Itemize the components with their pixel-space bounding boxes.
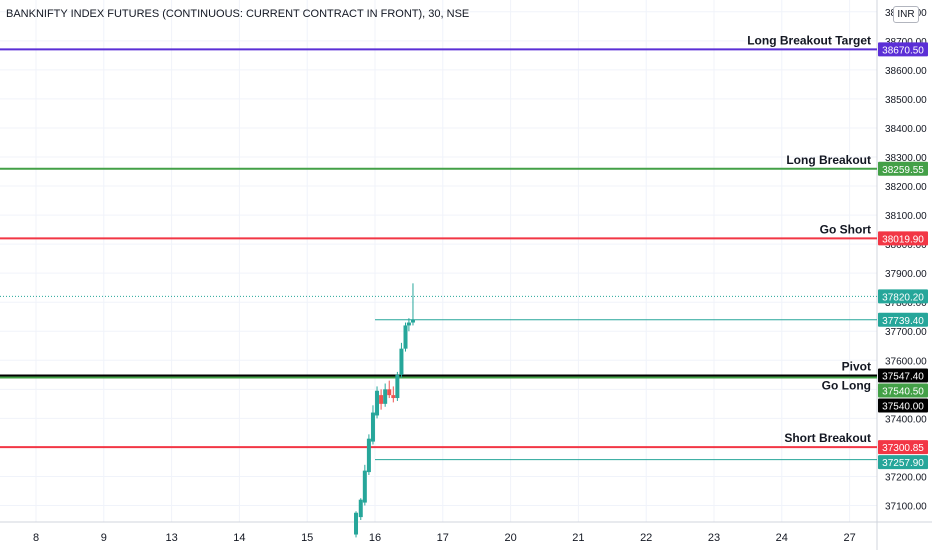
price-tag-label: 37257.90 <box>882 458 924 469</box>
level-label: Go Short <box>820 222 871 236</box>
level-label: Short Breakout <box>784 431 871 445</box>
x-tick-label: 16 <box>369 532 381 544</box>
price-tag-label: 37540.00 <box>882 402 924 413</box>
y-tick-label: 38500.00 <box>885 95 927 106</box>
x-tick-label: 22 <box>640 532 652 544</box>
x-tick-label: 9 <box>101 532 107 544</box>
chart-title: BANKNIFTY INDEX FUTURES (CONTINUOUS: CUR… <box>6 8 470 20</box>
y-tick-label: 38400.00 <box>885 124 927 135</box>
price-tag-label: 37540.50 <box>882 387 924 398</box>
price-tag-label: 37547.40 <box>882 372 924 383</box>
y-tick-label: 38600.00 <box>885 66 927 77</box>
price-tag <box>878 440 928 455</box>
candle-body[interactable] <box>370 412 375 442</box>
candle-body[interactable] <box>354 512 359 535</box>
candle-body[interactable] <box>362 470 367 503</box>
price-tag <box>878 383 928 398</box>
price-tag-label: 37300.85 <box>882 443 924 454</box>
price-tag-label: 38019.90 <box>882 234 924 245</box>
y-tick-label: 37900.00 <box>885 269 927 280</box>
y-tick-label: 38000.00 <box>885 240 927 251</box>
price-tag <box>878 312 928 327</box>
y-tick-label: 37600.00 <box>885 356 927 367</box>
candle-body[interactable] <box>406 322 411 326</box>
candle-body[interactable] <box>383 389 388 404</box>
x-tick-label: 27 <box>843 532 855 544</box>
currency-badge[interactable]: INR <box>893 6 919 23</box>
price-tag <box>878 42 928 57</box>
x-tick-label: 17 <box>437 532 449 544</box>
x-tick-label: 14 <box>233 532 245 544</box>
x-tick-label: 21 <box>572 532 584 544</box>
candle-body[interactable] <box>379 395 384 404</box>
x-tick-label: 23 <box>708 532 720 544</box>
x-tick-label: 8 <box>33 532 39 544</box>
candle-body[interactable] <box>387 389 392 396</box>
level-label: Pivot <box>842 360 871 374</box>
y-tick-label: 37800.00 <box>885 298 927 309</box>
candle-body[interactable] <box>410 319 415 323</box>
level-label: Go Long <box>822 379 871 393</box>
y-tick-label: 37400.00 <box>885 414 927 425</box>
y-tick-label: 38100.00 <box>885 211 927 222</box>
price-tag <box>878 398 928 413</box>
level-label: Long Breakout Target <box>747 33 871 47</box>
price-tag-label: 37739.40 <box>882 316 924 327</box>
y-tick-label: 38300.00 <box>885 153 927 164</box>
x-tick-label: 15 <box>301 532 313 544</box>
price-tag-label: 38259.55 <box>882 165 924 176</box>
price-tag <box>878 368 928 383</box>
candle-body[interactable] <box>375 390 380 416</box>
price-tag-label: 38670.50 <box>882 45 924 56</box>
candle-body[interactable] <box>399 348 404 375</box>
price-tag <box>878 455 928 470</box>
level-label: Long Breakout <box>786 153 871 167</box>
price-tag-label: 37820.20 <box>882 292 924 303</box>
candle-body[interactable] <box>403 325 408 349</box>
x-tick-label: 24 <box>776 532 788 544</box>
price-tag <box>878 161 928 176</box>
x-tick-label: 20 <box>504 532 516 544</box>
y-tick-label: 38700.00 <box>885 37 927 48</box>
candle-body[interactable] <box>395 374 400 399</box>
y-tick-label: 38200.00 <box>885 182 927 193</box>
candle-body[interactable] <box>366 438 371 473</box>
candle-body[interactable] <box>358 499 363 518</box>
y-tick-label: 37200.00 <box>885 472 927 483</box>
price-tag <box>878 231 928 246</box>
price-tag <box>878 289 928 304</box>
y-tick-label: 37100.00 <box>885 501 927 512</box>
candle-body[interactable] <box>391 395 396 399</box>
y-tick-label: 37700.00 <box>885 327 927 338</box>
x-tick-label: 13 <box>165 532 177 544</box>
